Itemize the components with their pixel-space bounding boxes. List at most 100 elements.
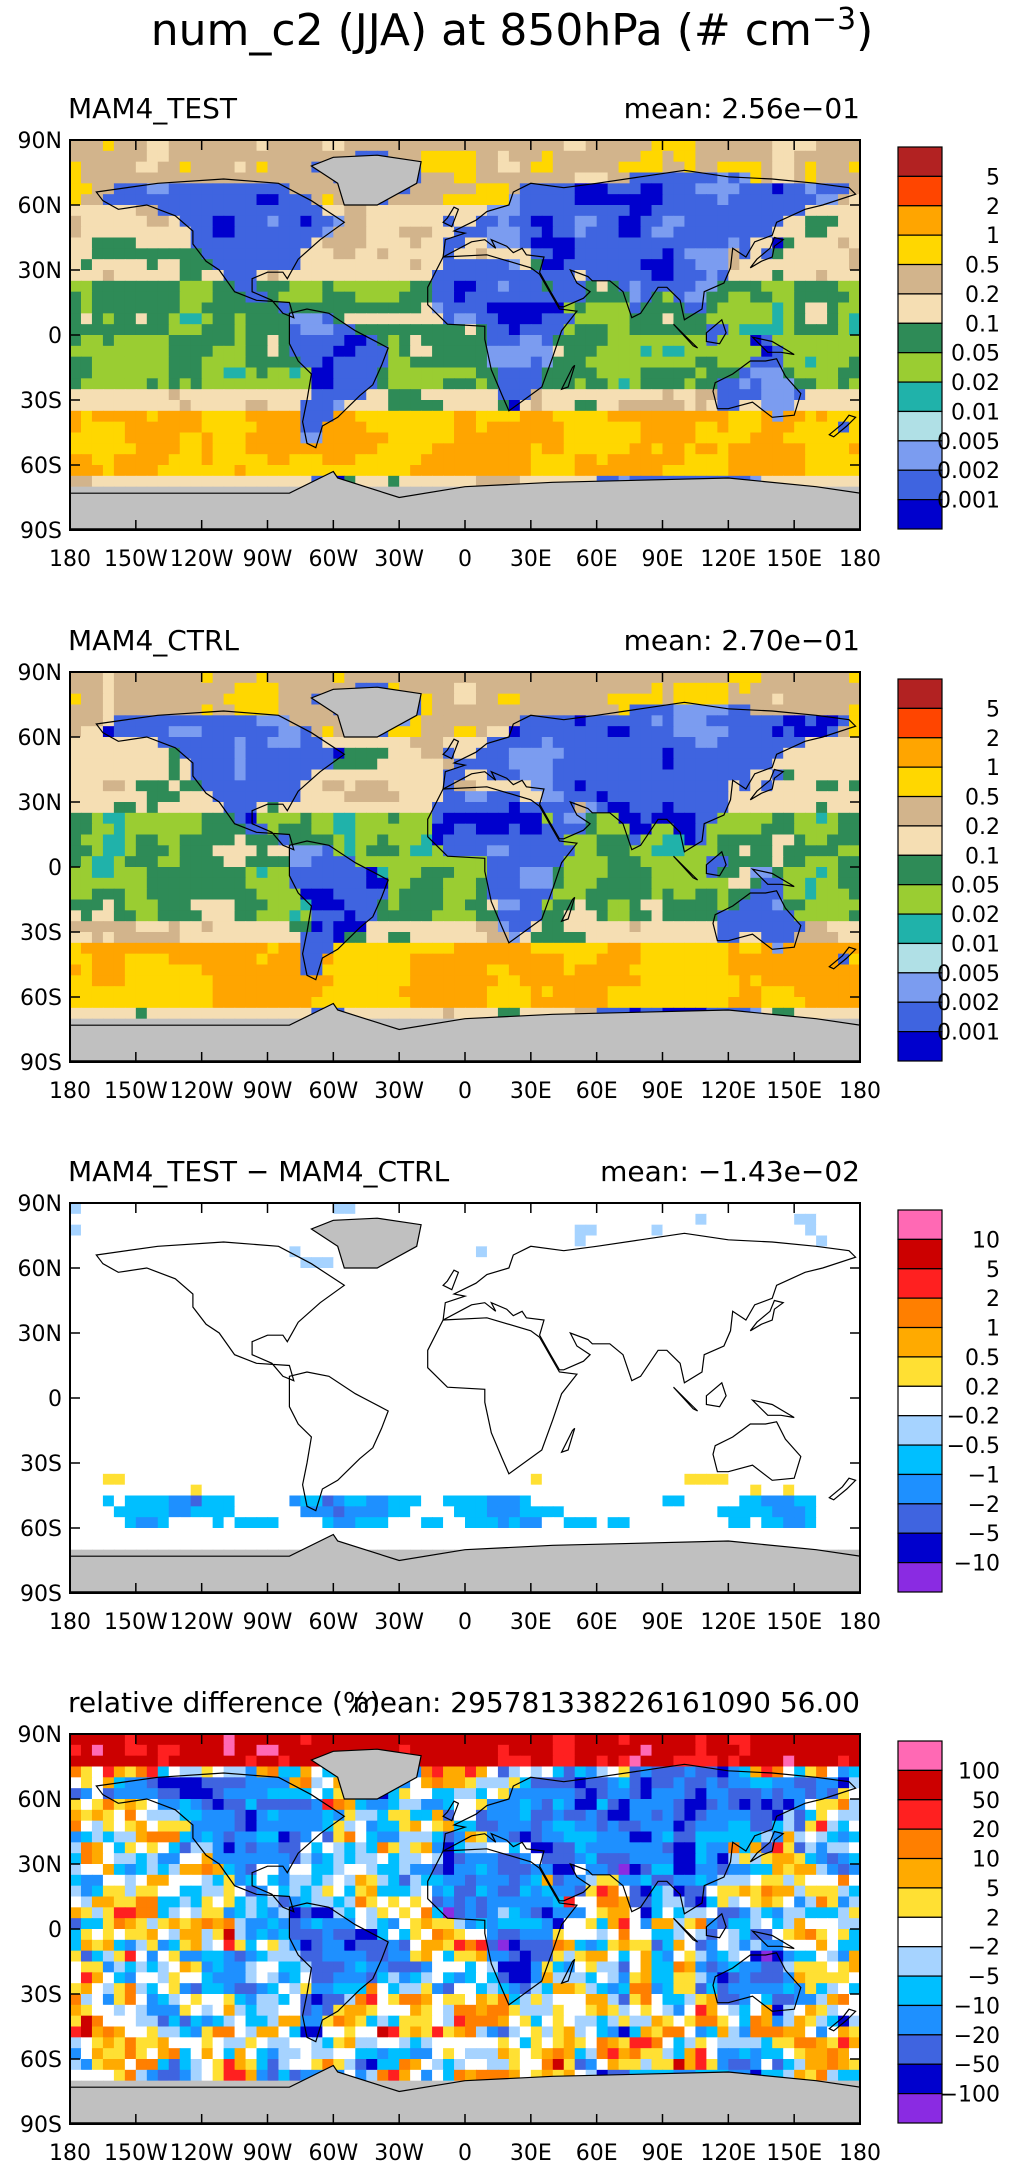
colorbar-swatch	[897, 2093, 943, 2124]
colorbar-swatch	[897, 1297, 943, 1329]
lon-tick-label: 30W	[374, 1079, 424, 1104]
panel-left-title: relative difference (%)	[68, 1686, 380, 1719]
colorbar-swatch	[897, 678, 943, 709]
lat-tick-label: 0	[48, 1387, 62, 1412]
lon-tick-label: 180	[839, 2141, 881, 2166]
lat-tick-label: 0	[48, 856, 62, 881]
lon-tick-label: 120E	[700, 1610, 756, 1635]
colorbar-level-label: 0.2	[965, 283, 1000, 308]
lat-tick-label: 30N	[18, 259, 62, 284]
lon-tick-label: 150W	[104, 547, 168, 572]
colorbar-level-label: 0.005	[937, 430, 1000, 455]
lon-tick-label: 60E	[576, 1079, 618, 1104]
colorbar-level-label: −5	[968, 1965, 1000, 1990]
colorbar-level-label: −0.2	[947, 1405, 1000, 1430]
colorbar-level-label: 1	[986, 1317, 1000, 1342]
lon-tick-label: 180	[49, 1610, 91, 1635]
lat-tick-label: 30S	[20, 921, 62, 946]
colorbar-swatch	[897, 1001, 943, 1033]
colorbar-level-label: 0.5	[965, 1346, 1000, 1371]
colorbar-level-label: −0.5	[947, 1434, 1000, 1459]
colorbar: 5 2 1 0.5 0.2 0.1 0.05 0.02 0.01 0.005 0.002 0.001	[897, 678, 1000, 1062]
colorbar-level-label: 0.1	[965, 844, 1000, 869]
lon-tick-label: 120E	[700, 547, 756, 572]
lon-tick-label: 60W	[308, 547, 358, 572]
colorbar-swatch	[897, 175, 943, 207]
lon-tick-label: 0	[458, 1079, 472, 1104]
lat-tick-label: 60S	[20, 454, 62, 479]
lon-tick-label: 120W	[170, 1610, 234, 1635]
colorbar-level-label: 5	[986, 1258, 1000, 1283]
lat-tick-label: 0	[48, 1918, 62, 1943]
lat-tick-label: 60N	[18, 1788, 62, 1813]
colorbar-level-label: 0.01	[951, 932, 1000, 957]
lon-tick-label: 30E	[510, 547, 552, 572]
lat-tick-label: 90N	[18, 1192, 62, 1217]
lon-tick-label: 150E	[766, 1079, 822, 1104]
colorbar-swatch	[897, 2004, 943, 2036]
panel-mean-label: mean: 2.70e−01	[624, 624, 860, 657]
lon-tick-label: 90E	[642, 2141, 684, 2166]
lon-tick-label: 60W	[308, 1079, 358, 1104]
lon-tick-label: 180	[839, 1079, 881, 1104]
colorbar-swatch	[897, 263, 943, 295]
colorbar: 100 50 20 10 5 2 −2 −5 −10 −20 −50 −100	[897, 1740, 1000, 2124]
colorbar-level-label: 20	[972, 1818, 1000, 1843]
lat-tick-label: 60S	[20, 1517, 62, 1542]
lat-tick-label: 30N	[18, 1322, 62, 1347]
colorbar-swatch	[897, 1532, 943, 1564]
lat-tick-label: 60N	[18, 194, 62, 219]
lon-tick-label: 90W	[243, 1610, 293, 1635]
colorbar-swatch	[897, 2034, 943, 2065]
colorbar-level-label: −5	[968, 1522, 1000, 1547]
map-panel-3: MAM4_TEST − MAM4_CTRL mean: −1.43e−02 90N 6…	[18, 1155, 1000, 1635]
colorbar-level-label: 0.2	[965, 1375, 1000, 1400]
colorbar-swatch	[897, 1799, 943, 1830]
lon-tick-label: 60E	[576, 2141, 618, 2166]
coastlines	[69, 154, 861, 530]
colorbar-swatch	[897, 1385, 943, 1417]
colorbar-swatch	[897, 825, 943, 856]
colorbar-swatch	[897, 1444, 943, 1476]
colorbar-swatch	[897, 1268, 943, 1299]
lon-tick-label: 30E	[510, 1079, 552, 1104]
lat-tick-label: 30N	[18, 791, 62, 816]
colorbar-level-label: 0.001	[937, 489, 1000, 514]
lat-tick-label: 60N	[18, 726, 62, 751]
colorbar-level-label: −10	[954, 1552, 1000, 1577]
colorbar-level-label: 5	[986, 1877, 1000, 1902]
lon-tick-label: 0	[458, 2141, 472, 2166]
lon-tick-label: 60E	[576, 547, 618, 572]
lon-tick-label: 30W	[374, 1610, 424, 1635]
lon-tick-label: 0	[458, 547, 472, 572]
lon-tick-label: 180	[49, 2141, 91, 2166]
colorbar-swatch	[897, 884, 943, 915]
lon-tick-label: 90E	[642, 547, 684, 572]
panel-mean-label: mean: 2.56e−01	[624, 92, 860, 125]
lat-tick-label: 90N	[18, 129, 62, 154]
colorbar-level-label: 10	[972, 1848, 1000, 1873]
colorbar-swatch	[897, 1473, 943, 1505]
lat-tick-label: 90N	[18, 661, 62, 686]
colorbar-level-label: 0.02	[951, 371, 1000, 396]
lon-tick-label: 150W	[104, 2141, 168, 2166]
figure-title: num_c2 (JJA) at 850hPa (# cm−3)	[151, 2, 873, 56]
lon-tick-label: 30W	[374, 547, 424, 572]
colorbar-level-label: 0.5	[965, 254, 1000, 279]
lon-tick-label: 0	[458, 1610, 472, 1635]
colorbar-swatch	[897, 1031, 943, 1062]
colorbar-level-label: 10	[972, 1228, 1000, 1253]
lon-tick-label: 60W	[308, 1610, 358, 1635]
colorbar-swatch	[897, 795, 943, 827]
lon-tick-label: 120E	[700, 1079, 756, 1104]
colorbar-swatch	[897, 352, 943, 383]
field-cells	[70, 140, 860, 530]
colorbar-swatch	[897, 1740, 943, 1771]
colorbar-level-label: −50	[954, 2053, 1000, 2078]
colorbar-swatch	[897, 322, 943, 354]
colorbar-swatch	[897, 1356, 943, 1387]
colorbar-level-label: 0.005	[937, 962, 1000, 987]
colorbar-level-label: 5	[986, 165, 1000, 190]
colorbar-level-label: 50	[972, 1789, 1000, 1814]
lat-tick-label: 90S	[20, 2113, 62, 2138]
